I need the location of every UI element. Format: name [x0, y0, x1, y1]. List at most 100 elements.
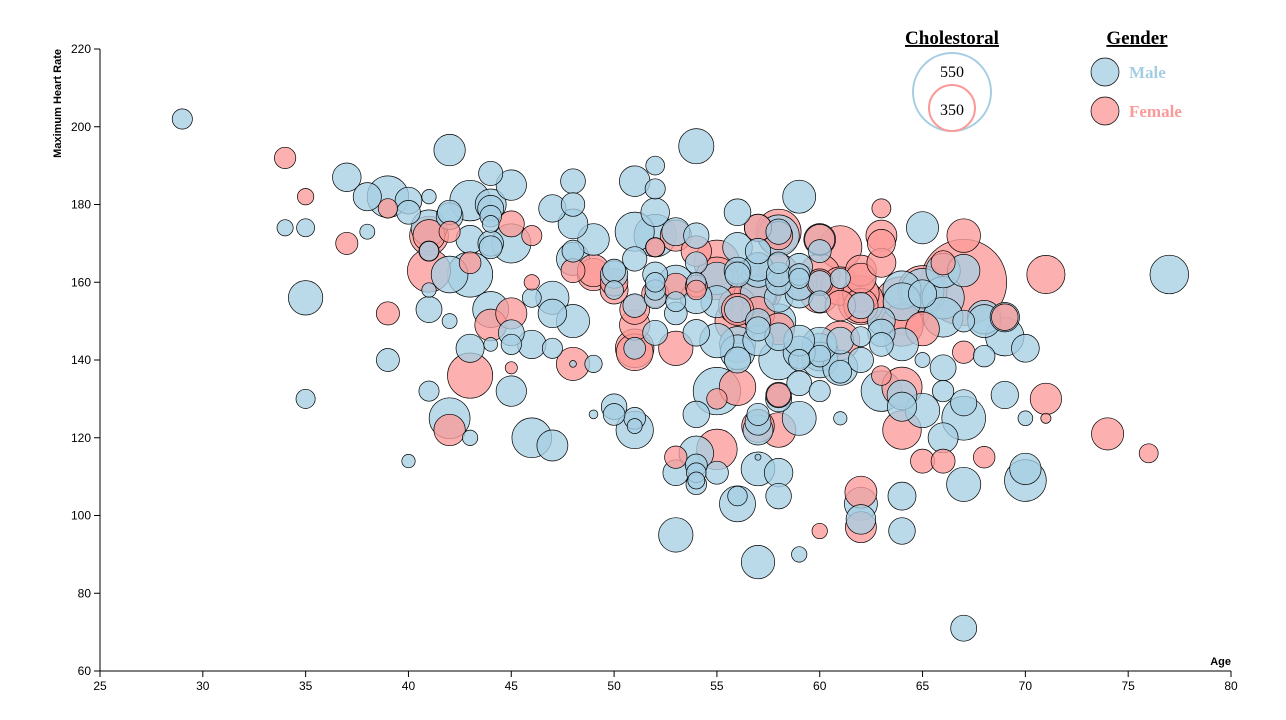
color-legend-title: Gender	[1106, 28, 1168, 49]
data-point-female	[952, 340, 976, 364]
data-point-male	[788, 267, 810, 289]
data-point-female	[1091, 417, 1125, 451]
data-point-male	[887, 391, 917, 422]
legend: Cholestoral 550 350 Gender Male Female	[905, 28, 1182, 132]
y-tick-label: 220	[71, 42, 91, 56]
x-tick-label: 65	[916, 679, 930, 693]
data-point-male	[781, 400, 817, 436]
data-point-female	[991, 303, 1019, 331]
data-point-male	[276, 219, 294, 237]
data-point-male	[724, 296, 751, 323]
y-tick-label: 140	[71, 353, 91, 367]
y-tick-label: 180	[71, 198, 91, 212]
data-point-female	[523, 274, 540, 291]
data-point-male	[990, 380, 1019, 410]
data-point-male	[642, 319, 669, 346]
data-point-male	[833, 411, 848, 426]
y-tick-label: 60	[78, 664, 92, 678]
data-point-male	[828, 359, 853, 384]
data-point-male	[791, 546, 808, 563]
data-point-male	[683, 222, 710, 249]
data-point-male	[869, 332, 894, 357]
data-point-male	[645, 155, 665, 176]
x-tick-label: 55	[710, 679, 724, 693]
data-point-male	[765, 482, 792, 510]
data-point-female	[433, 413, 466, 447]
data-point-female	[871, 365, 892, 386]
data-point-male	[845, 504, 877, 535]
legend-label-male: Male	[1129, 63, 1166, 82]
data-point-male	[723, 198, 752, 227]
data-point-male	[478, 160, 504, 186]
data-point-male	[483, 337, 498, 352]
data-point-female	[766, 382, 791, 408]
data-point-male	[584, 354, 603, 373]
size-legend-large-label: 550	[940, 64, 964, 81]
data-point-male	[430, 255, 469, 294]
x-tick-label: 35	[299, 679, 313, 693]
data-point-male	[352, 182, 382, 212]
data-point-male	[724, 346, 751, 374]
data-point-male	[495, 169, 527, 201]
data-point-male	[727, 485, 748, 507]
x-tick-label: 75	[1122, 679, 1136, 693]
data-point-female	[664, 445, 688, 469]
x-tick-label: 45	[505, 679, 519, 693]
data-point-male	[602, 403, 626, 426]
data-point-male	[560, 168, 586, 194]
data-point-male	[847, 347, 874, 373]
data-point-male	[929, 354, 957, 382]
data-point-female	[811, 522, 828, 540]
data-point-male	[705, 460, 729, 485]
data-point-male	[682, 319, 710, 347]
y-tick-label: 120	[71, 431, 91, 445]
data-point-male	[744, 238, 772, 265]
data-point-male	[622, 246, 648, 272]
axes: 25 30 35 40 45 50 55 60 65 70 75 80 60 80 100 120 140 16…	[52, 42, 1238, 693]
legend-swatch-male	[1090, 57, 1120, 87]
size-legend-small-circle	[928, 84, 976, 132]
data-point-male	[950, 614, 978, 642]
x-tick-label: 25	[93, 679, 107, 693]
data-point-male	[396, 200, 421, 225]
data-point-male	[401, 454, 416, 469]
data-point-male	[569, 360, 577, 368]
data-point-male	[746, 402, 770, 426]
data-point-male	[418, 241, 440, 262]
y-tick-label: 160	[71, 275, 91, 289]
data-point-female	[438, 220, 461, 243]
data-point-male	[765, 218, 792, 245]
data-point-male	[536, 429, 569, 462]
data-point-male	[604, 280, 624, 300]
data-point-male	[808, 290, 831, 313]
data-point-male	[644, 178, 666, 200]
data-point-male	[973, 344, 996, 368]
y-axis-title: Maximum Heart Rate	[52, 49, 64, 158]
data-point-male	[521, 287, 542, 308]
data-point-male	[946, 466, 982, 502]
data-point-male	[433, 134, 466, 167]
data-point-male	[888, 517, 916, 545]
x-tick-label: 50	[607, 679, 621, 693]
data-point-male	[908, 279, 937, 309]
data-point-male	[927, 422, 959, 454]
data-point-male	[561, 239, 585, 263]
data-point-male	[678, 128, 715, 165]
data-point-male	[754, 453, 762, 461]
data-point-male	[359, 223, 376, 240]
data-point-female	[274, 146, 297, 169]
data-point-male	[850, 326, 872, 348]
data-point-male	[295, 388, 316, 409]
data-point-male	[602, 258, 626, 283]
data-point-male	[421, 282, 437, 298]
data-point-female	[658, 330, 694, 366]
size-legend-small-label: 350	[940, 102, 964, 119]
data-point-male	[500, 333, 522, 355]
data-point-male	[767, 251, 790, 274]
data-point-female	[1029, 382, 1062, 415]
data-point-female	[1138, 443, 1159, 464]
x-ticks: 25 30 35 40 45 50 55 60 65 70 75 80	[93, 671, 1238, 693]
data-point-male	[288, 280, 324, 316]
data-point-male	[906, 211, 939, 245]
data-point-male	[495, 375, 527, 407]
